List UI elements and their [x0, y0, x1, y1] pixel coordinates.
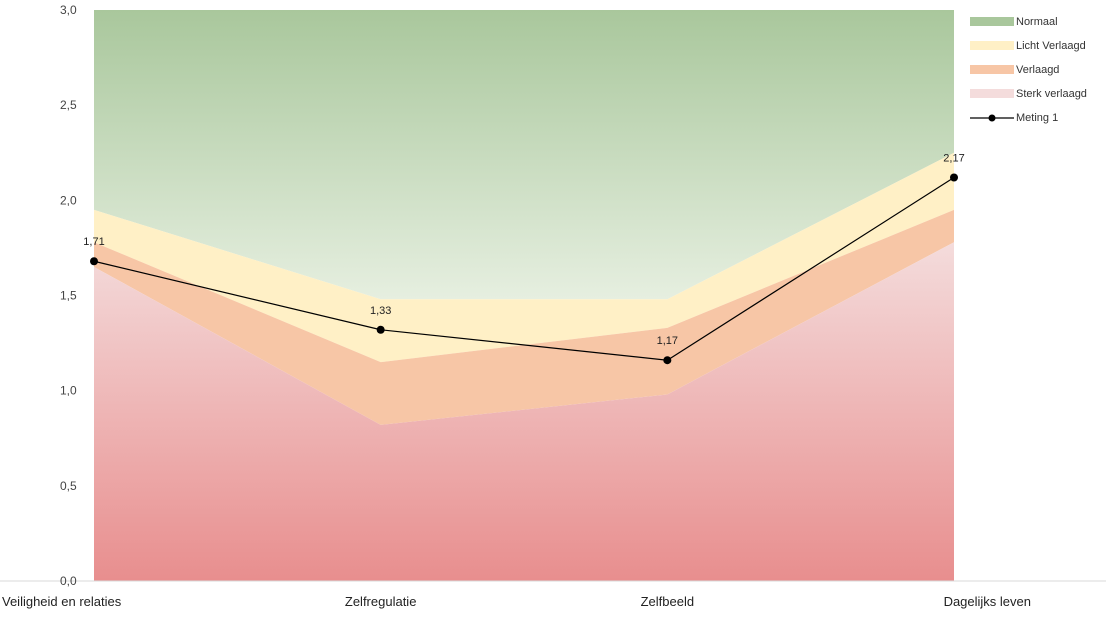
- legend-swatch-normaal: [970, 17, 1014, 26]
- legend-label: Sterk verlaagd: [1016, 88, 1087, 100]
- x-category-label: Zelfregulatie: [345, 594, 417, 609]
- x-axis: Veiligheid en relaties Zelfregulatie Zelfb…: [2, 594, 1031, 609]
- x-category-label: Veiligheid en relaties: [2, 594, 122, 609]
- x-category-label: Zelfbeeld: [641, 594, 694, 609]
- y-tick-label: 1,5: [60, 289, 77, 303]
- bands-layer: [94, 10, 954, 581]
- legend-point-marker: [988, 114, 996, 122]
- y-tick-label: 0,0: [60, 574, 77, 588]
- band-normaal: [94, 10, 954, 300]
- band-licht-verlaagd: [94, 152, 954, 363]
- x-category-label: Dagelijks leven: [944, 594, 1031, 609]
- y-axis: 0,0 0,5 1,0 1,5 2,0 2,5 3,0: [60, 3, 77, 588]
- y-tick-label: 3,0: [60, 3, 77, 17]
- data-label: 1,17: [657, 335, 678, 347]
- legend-label: Licht Verlaagd: [1016, 40, 1086, 52]
- y-tick-label: 2,0: [60, 193, 77, 207]
- data-point: [376, 325, 385, 334]
- band-sterk-verlaagd: [94, 242, 954, 581]
- series-layer: 1,71 1,33 1,17 2,17: [83, 152, 965, 365]
- y-tick-label: 0,5: [60, 479, 77, 493]
- data-label: 1,71: [83, 236, 104, 248]
- band-verlaagd: [94, 209, 954, 425]
- legend: Normaal Licht Verlaagd Verlaagd Sterk verla…: [970, 16, 1087, 124]
- legend-label: Normaal: [1016, 16, 1058, 28]
- y-tick-label: 1,0: [60, 384, 77, 398]
- legend-label: Meting 1: [1016, 112, 1058, 124]
- y-tick-label: 2,5: [60, 98, 77, 112]
- legend-swatch-verlaagd: [970, 65, 1014, 74]
- legend-swatch-sterk-verlaagd: [970, 89, 1014, 98]
- data-label: 1,33: [370, 305, 391, 317]
- data-point: [950, 173, 958, 182]
- data-point: [90, 257, 98, 266]
- data-label: 2,17: [943, 152, 964, 164]
- legend-swatch-licht-verlaagd: [970, 41, 1014, 50]
- series-line: [93, 176, 955, 361]
- legend-label: Verlaagd: [1016, 64, 1059, 76]
- data-point: [663, 356, 672, 365]
